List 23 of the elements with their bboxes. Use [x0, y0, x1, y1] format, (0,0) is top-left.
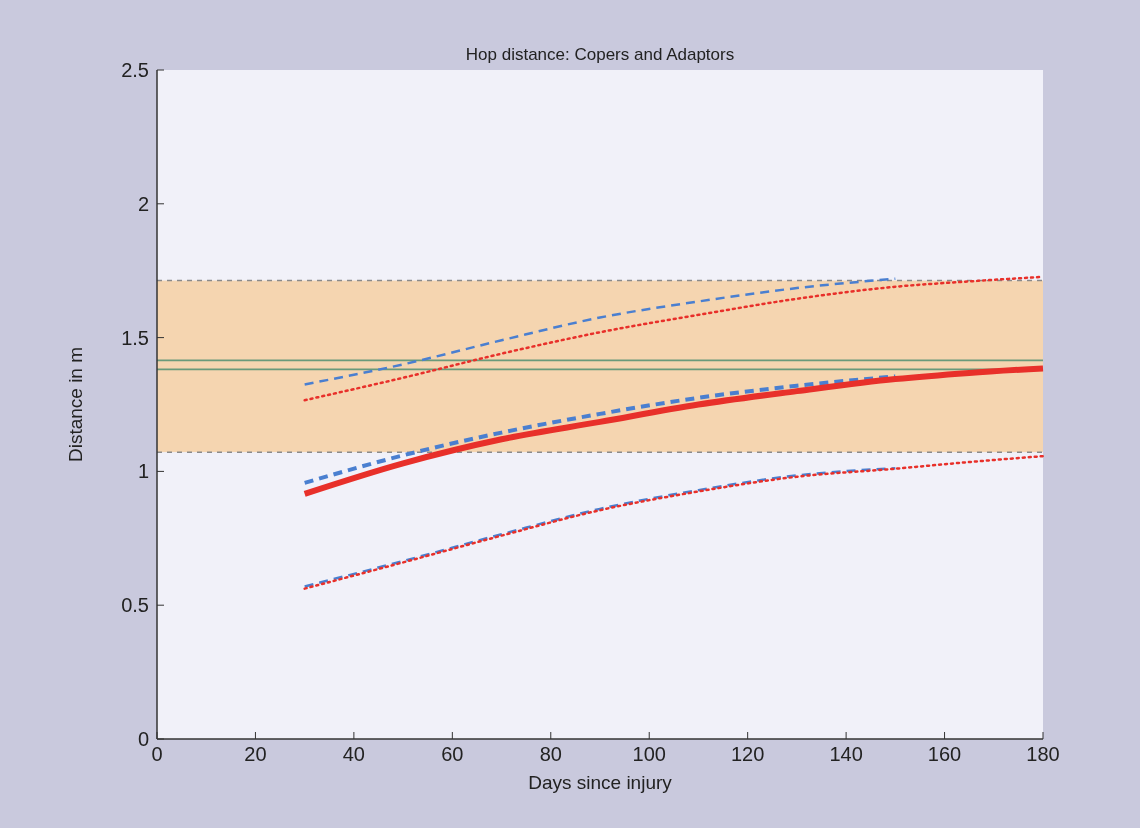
x-tick-label: 120	[730, 743, 765, 765]
x-axis-title: Days since injury	[528, 772, 673, 793]
chart-title: Hop distance: Copers and Adaptors	[465, 45, 735, 64]
line-series	[303, 454, 1045, 590]
line-series	[303, 466, 897, 588]
y-tick-label: 2	[137, 192, 149, 215]
x-tick-label: 100	[632, 743, 666, 765]
line-series	[302, 374, 898, 485]
y-tick-label: 0	[137, 728, 149, 750]
y-axis-title: Distance in m	[65, 346, 86, 463]
x-tick-label: 80	[539, 743, 562, 765]
y-tick-label: 2.5	[121, 59, 149, 81]
line-series	[303, 277, 897, 386]
y-tick-label: 0.5	[121, 594, 149, 617]
x-tick-label: 20	[244, 743, 267, 765]
y-tick-label: 1.5	[121, 326, 149, 349]
x-tick-label: 60	[441, 743, 464, 765]
x-tick-label: 40	[342, 743, 366, 765]
y-tick-label: 1	[137, 460, 149, 483]
x-tick-label: 140	[829, 743, 863, 765]
x-tick-label: 160	[927, 743, 962, 765]
x-tick-label: 0	[151, 743, 163, 765]
x-tick-label: 180	[1026, 743, 1060, 765]
